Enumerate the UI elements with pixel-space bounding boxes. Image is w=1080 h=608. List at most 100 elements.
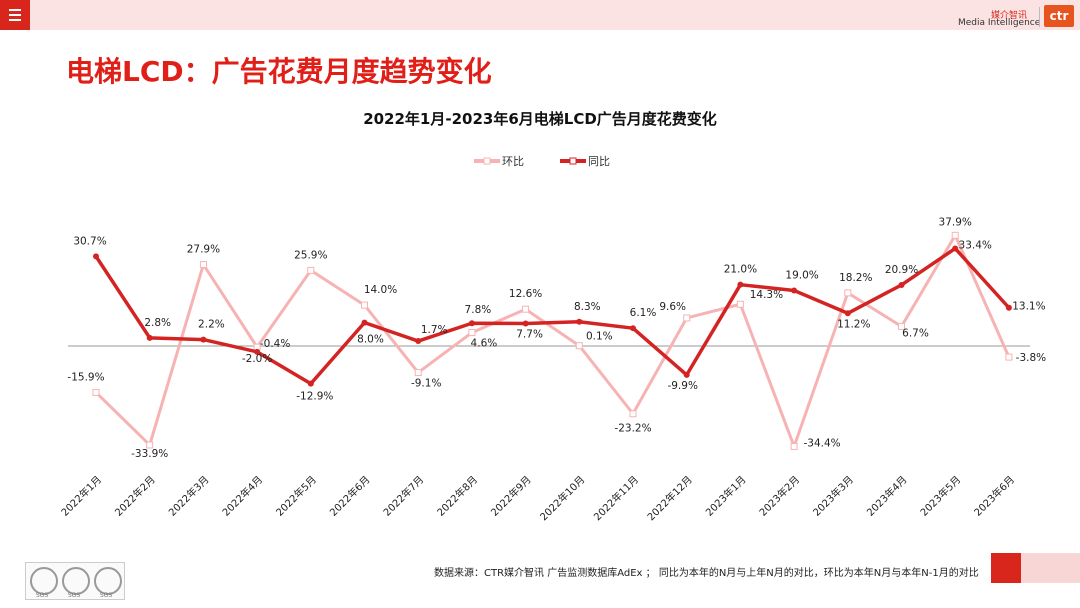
sgs-badge-label: SGS	[35, 592, 49, 599]
data-label-tongbi: -2.0%	[242, 353, 272, 365]
data-point-tongbi	[415, 338, 422, 345]
data-label-huanbi: -3.8%	[1016, 352, 1046, 364]
data-point-huanbi	[790, 442, 798, 450]
hamburger-menu-icon[interactable]	[0, 0, 30, 30]
data-label-tongbi: -9.9%	[667, 380, 697, 392]
data-label-tongbi: 2.8%	[144, 317, 171, 329]
chart-title: 2022年1月-2023年6月电梯LCD广告月度花费变化	[363, 110, 717, 128]
data-label-huanbi: -34.4%	[804, 437, 841, 449]
data-point-huanbi	[92, 388, 100, 396]
data-point-huanbi	[1005, 353, 1013, 361]
data-point-tongbi	[1005, 304, 1012, 311]
x-tick-label: 2022年7月	[380, 473, 426, 519]
data-point-tongbi	[200, 336, 207, 343]
data-point-huanbi	[414, 369, 422, 377]
data-point-tongbi	[791, 287, 798, 294]
data-point-tongbi	[898, 281, 905, 288]
x-tick-label: 2023年3月	[810, 473, 856, 519]
sgs-seal-icon	[94, 567, 122, 595]
data-label-huanbi: 14.0%	[364, 284, 397, 296]
data-label-tongbi: 11.2%	[837, 318, 870, 330]
x-tick-label: 2022年6月	[327, 473, 373, 519]
footer-accent-red	[991, 553, 1021, 583]
data-point-tongbi	[952, 245, 959, 252]
data-label-huanbi: -23.2%	[614, 423, 651, 435]
data-label-huanbi: 27.9%	[187, 244, 220, 256]
data-label-tongbi: -12.9%	[296, 391, 333, 403]
data-point-tongbi	[576, 318, 583, 325]
data-point-huanbi	[522, 305, 530, 313]
data-label-tongbi: 6.1%	[630, 307, 657, 319]
data-point-tongbi	[361, 319, 368, 326]
x-tick-label: 2022年2月	[112, 473, 158, 519]
data-point-tongbi	[737, 281, 744, 288]
data-label-tongbi: 7.8%	[465, 304, 492, 316]
data-point-tongbi	[683, 371, 690, 378]
data-point-tongbi	[844, 310, 851, 317]
sgs-seal-icon	[30, 567, 58, 595]
data-point-tongbi	[522, 320, 529, 327]
data-label-huanbi: 25.9%	[294, 249, 327, 261]
x-tick-label: 2023年1月	[703, 473, 749, 519]
data-point-tongbi	[468, 320, 475, 327]
x-tick-label: 2023年6月	[971, 473, 1017, 519]
data-label-huanbi: 14.3%	[750, 289, 783, 301]
data-label-huanbi: 4.6%	[471, 338, 498, 350]
sgs-certification-badges: SGS SGS SGS	[25, 562, 125, 600]
legend-label: 同比	[588, 155, 610, 168]
x-tick-label: 2022年10月	[537, 473, 587, 523]
data-label-huanbi: -33.9%	[131, 448, 168, 460]
x-tick-label: 2023年4月	[864, 473, 910, 519]
page-title: 电梯LCD：广告花费月度趋势变化	[66, 55, 492, 88]
x-tick-label: 2022年9月	[488, 473, 534, 519]
sgs-badge-label: SGS	[67, 592, 81, 599]
data-point-huanbi	[736, 300, 744, 308]
legend-label: 环比	[502, 155, 524, 168]
data-label-tongbi: 2.2%	[198, 319, 225, 331]
legend-marker	[483, 157, 491, 165]
data-label-tongbi: 33.4%	[959, 239, 992, 251]
x-tick-label: 2022年4月	[219, 473, 265, 519]
ctr-logo-icon: ctr	[1044, 5, 1074, 27]
data-label-huanbi: -15.9%	[67, 371, 104, 383]
data-point-huanbi	[307, 266, 315, 274]
x-tick-label: 2022年3月	[166, 473, 212, 519]
sgs-badge-label: SGS	[99, 592, 113, 599]
data-label-huanbi: 18.2%	[839, 272, 872, 284]
logo-english-text: Media Intelligence	[958, 18, 1041, 28]
data-label-tongbi: 7.7%	[516, 329, 543, 341]
data-label-tongbi: 8.3%	[574, 301, 601, 313]
data-label-tongbi: 30.7%	[73, 235, 106, 247]
data-point-huanbi	[361, 301, 368, 309]
series-line-huanbi	[94, 233, 1011, 448]
data-label-tongbi: 1.7%	[421, 324, 448, 336]
x-tick-label: 2023年2月	[756, 473, 802, 519]
x-tick-label: 2023年5月	[917, 473, 963, 519]
data-point-tongbi	[307, 380, 314, 387]
data-point-huanbi	[199, 261, 207, 269]
data-label-tongbi: 20.9%	[885, 264, 918, 276]
x-tick-label: 2022年8月	[434, 473, 480, 519]
series-line-tongbi	[94, 246, 1011, 386]
data-label-huanbi: -0.4%	[260, 338, 290, 350]
footer-accent-pink	[1021, 553, 1080, 583]
x-tick-label: 2022年11月	[591, 473, 641, 523]
data-label-tongbi: 21.0%	[724, 264, 757, 276]
data-label-tongbi: 13.1%	[1012, 301, 1045, 313]
data-label-huanbi: 6.7%	[902, 327, 929, 339]
data-label-tongbi: 8.0%	[357, 334, 384, 346]
logo-divider	[1039, 7, 1040, 27]
data-label-huanbi: 0.1%	[586, 331, 613, 343]
data-label-huanbi: 37.9%	[939, 216, 972, 228]
top-bar	[0, 0, 1080, 30]
data-label-huanbi: 9.6%	[659, 301, 686, 313]
data-source-note: 数据来源：CTR媒介智讯 广告监测数据库AdEx ； 同比为本年的N月与上年N月…	[434, 568, 979, 579]
data-label-tongbi: 19.0%	[785, 270, 818, 282]
data-point-huanbi	[683, 314, 691, 322]
data-point-huanbi	[951, 231, 959, 239]
data-point-tongbi	[146, 334, 153, 341]
x-tick-label: 2022年5月	[273, 473, 319, 519]
data-label-huanbi: 12.6%	[509, 288, 542, 300]
sgs-seal-icon	[62, 567, 90, 595]
